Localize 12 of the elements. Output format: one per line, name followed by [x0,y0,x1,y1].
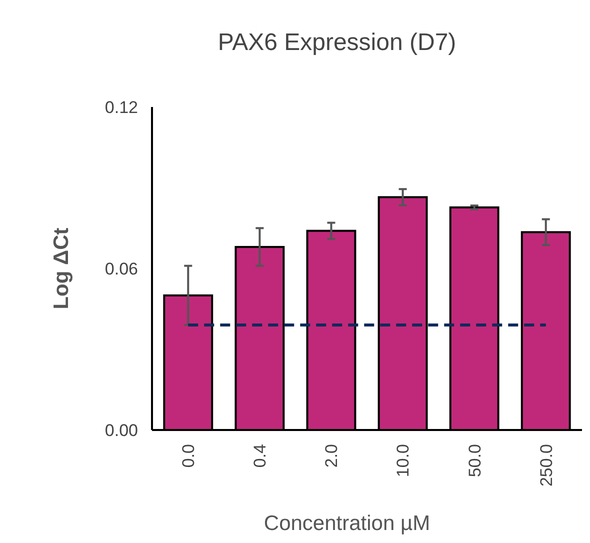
x-tick-label: 250.0 [536,444,556,487]
y-tick-label: 0.00 [104,420,138,440]
x-tick-label: 50.0 [465,444,484,478]
x-tick-label: 0.4 [250,444,270,468]
chart-title: PAX6 Expression (D7) [218,29,456,56]
x-tick-label: 0.0 [179,444,198,468]
x-tick-label: 2.0 [322,444,342,468]
x-axis-title: Concentration µM [264,512,430,535]
y-tick-label: 0.12 [104,98,138,117]
x-tick-label: 10.0 [394,444,413,478]
y-axis-title: Log ΔCt [50,228,73,310]
y-tick-label: 0.06 [104,259,138,278]
